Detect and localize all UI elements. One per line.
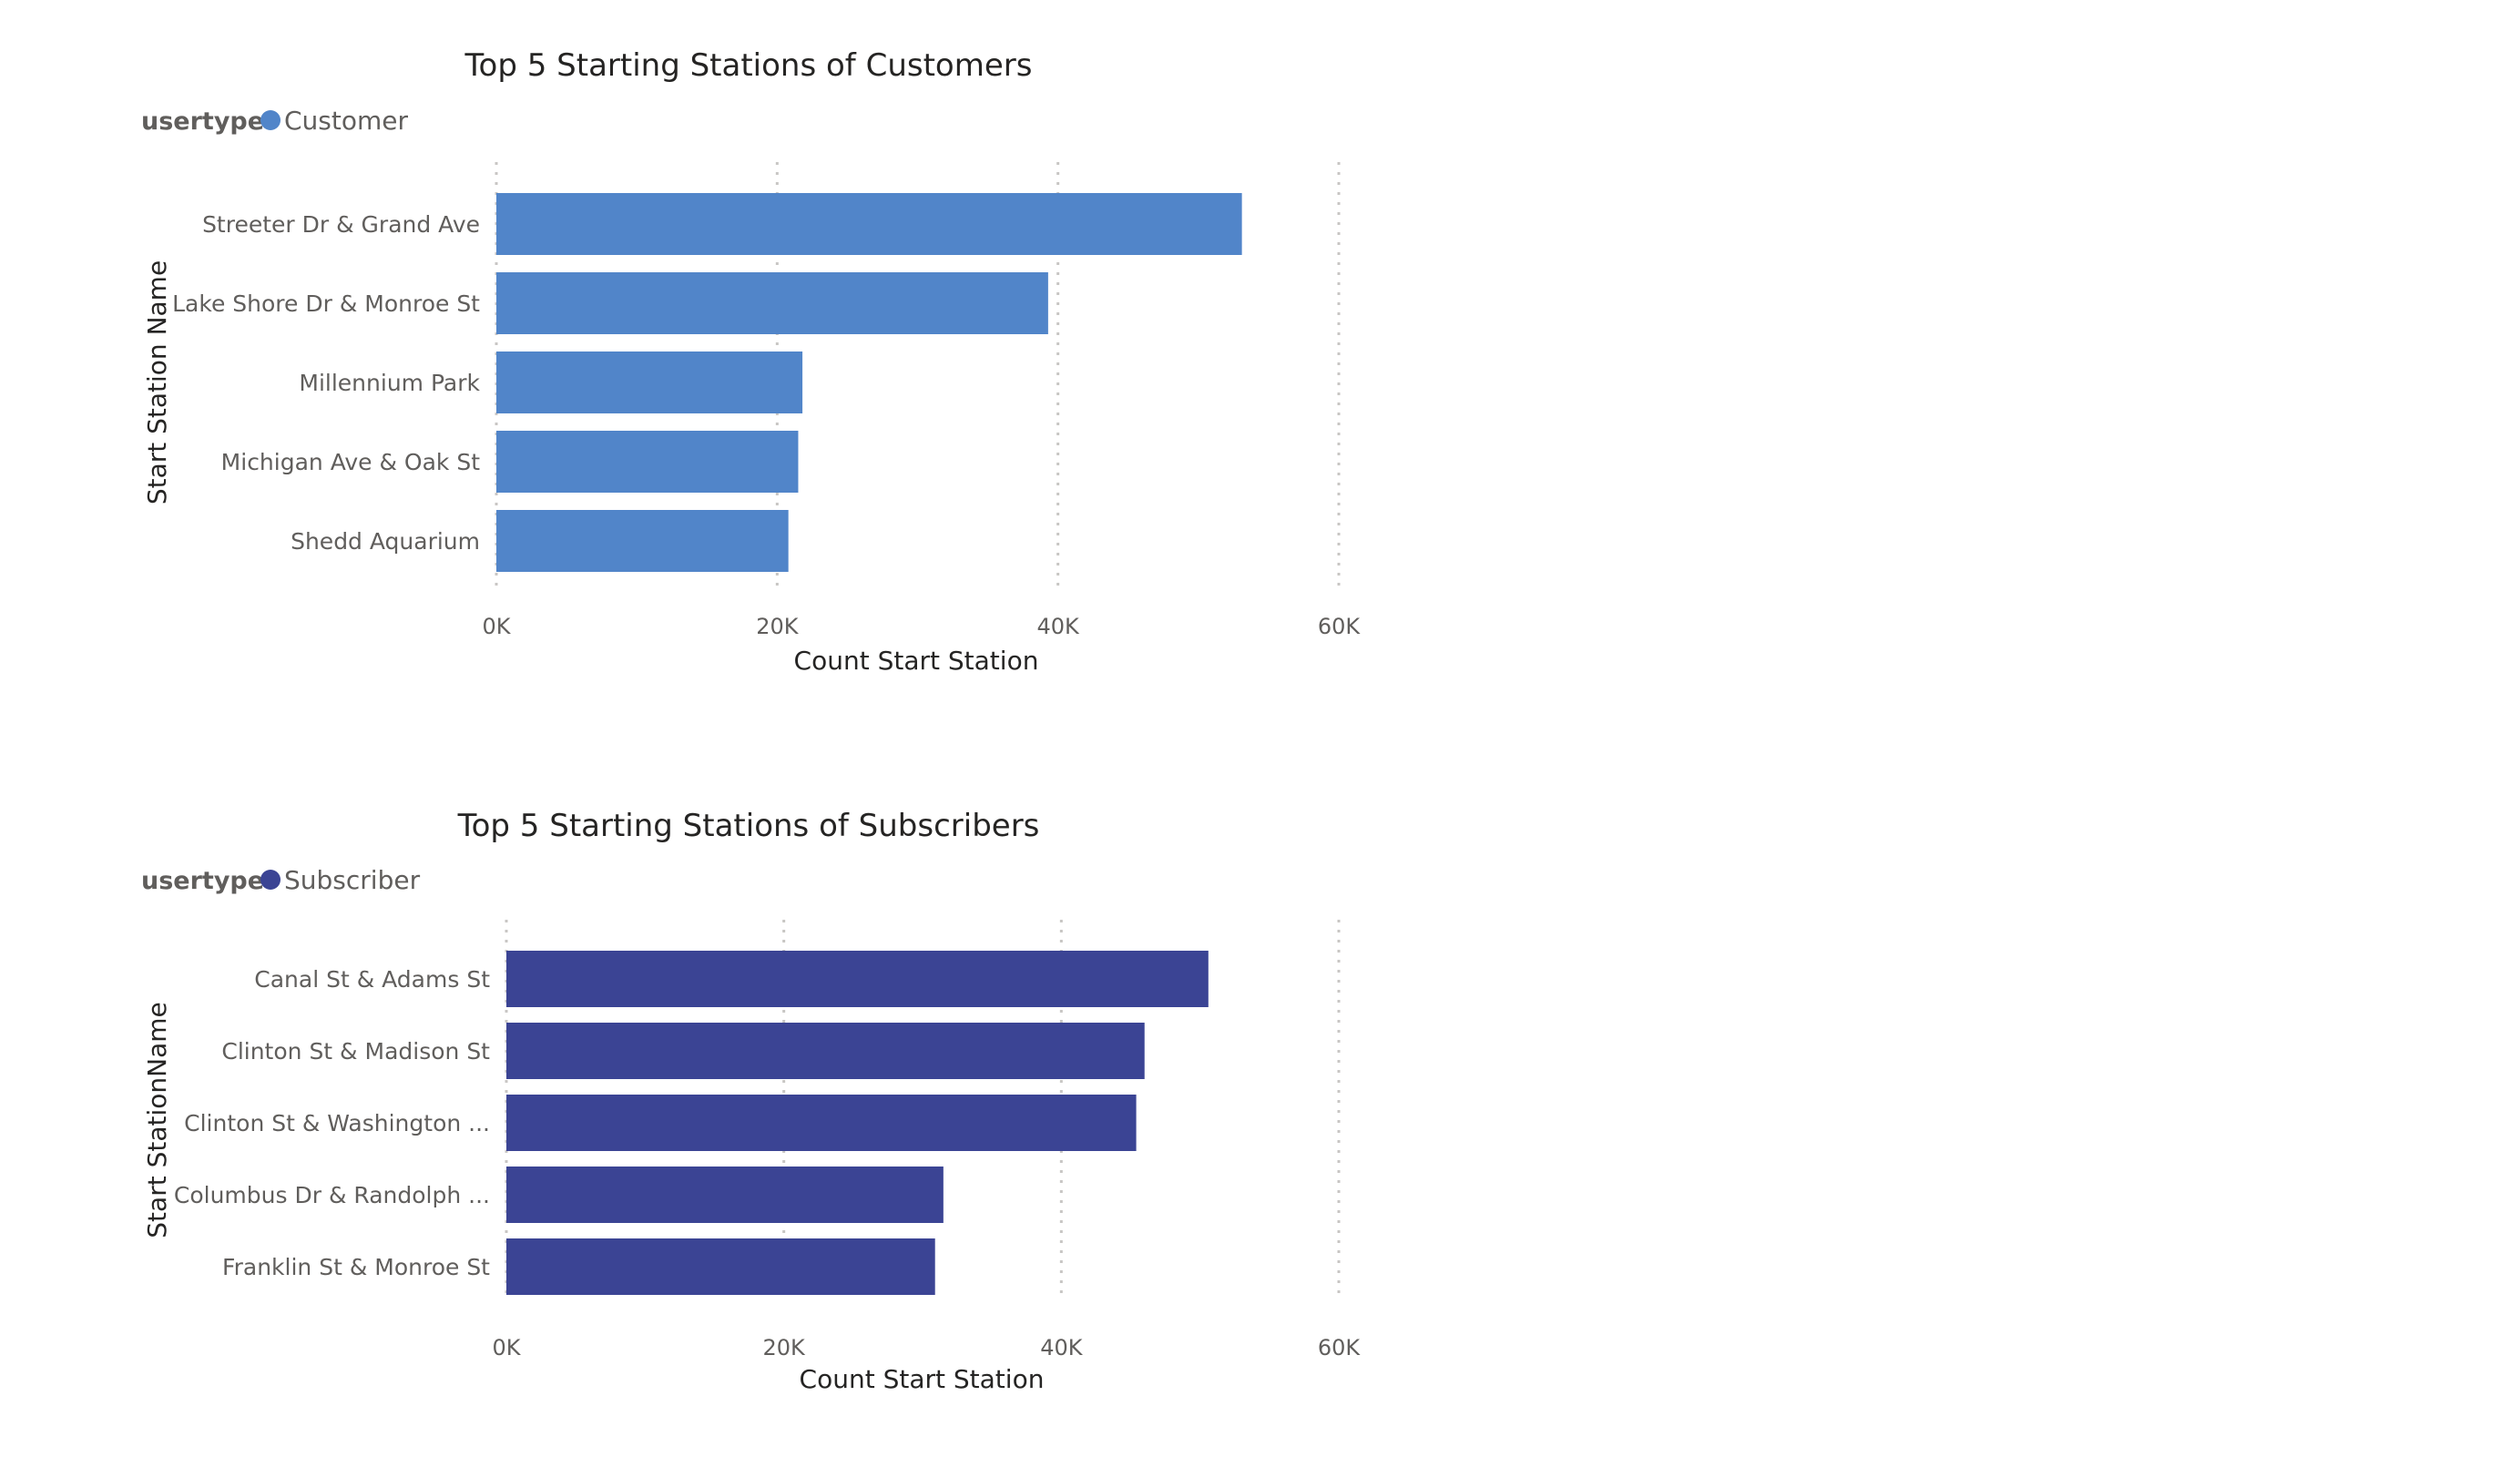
bar[interactable] <box>506 1238 935 1295</box>
x-tick-label: 60K <box>1318 614 1362 639</box>
bar[interactable] <box>496 510 789 572</box>
x-tick-label: 40K <box>1040 1335 1084 1360</box>
category-label: Lake Shore Dr & Monroe St <box>172 290 480 317</box>
legend-marker-subscriber <box>260 870 281 890</box>
x-tick-label: 0K <box>492 1335 521 1360</box>
bars <box>496 193 1242 572</box>
category-label: Clinton St & Washington ... <box>184 1110 490 1136</box>
legend-label[interactable]: Customer <box>284 106 408 136</box>
category-labels: Canal St & Adams St Clinton St & Madison … <box>174 966 490 1280</box>
category-label: Shedd Aquarium <box>291 528 480 555</box>
category-label: Franklin St & Monroe St <box>222 1254 490 1280</box>
tick-labels: 0K 20K 40K 60K <box>482 614 1361 639</box>
x-tick-label: 60K <box>1318 1335 1362 1360</box>
bar[interactable] <box>506 951 1209 1007</box>
customer-chart: Top 5 Starting Stations of Customers use… <box>141 47 1361 676</box>
x-axis-title: Count Start Station <box>800 1364 1045 1394</box>
bar[interactable] <box>496 352 803 413</box>
category-label: Columbus Dr & Randolph ... <box>174 1182 490 1208</box>
bar[interactable] <box>506 1167 944 1223</box>
category-label: Michigan Ave & Oak St <box>221 449 481 475</box>
chart-title: Top 5 Starting Stations of Customers <box>464 47 1033 84</box>
x-tick-label: 20K <box>756 614 800 639</box>
bar[interactable] <box>496 193 1242 255</box>
subscriber-chart: Top 5 Starting Stations of Subscribers u… <box>141 808 1361 1394</box>
category-labels: Streeter Dr & Grand Ave Lake Shore Dr & M… <box>172 211 480 555</box>
bar[interactable] <box>506 1095 1137 1151</box>
x-tick-label: 40K <box>1037 614 1081 639</box>
bar[interactable] <box>506 1023 1145 1079</box>
tick-labels: 0K 20K 40K 60K <box>492 1335 1361 1360</box>
x-axis-title: Count Start Station <box>794 646 1039 676</box>
x-tick-label: 20K <box>763 1335 807 1360</box>
legend-title: usertype <box>141 107 264 136</box>
category-label: Canal St & Adams St <box>254 966 490 993</box>
legend-label[interactable]: Subscriber <box>284 865 421 895</box>
category-label: Millennium Park <box>299 370 480 396</box>
bars <box>506 951 1209 1295</box>
bar[interactable] <box>496 272 1048 334</box>
y-axis-title: Start StationName <box>142 1002 172 1238</box>
x-tick-label: 0K <box>482 614 511 639</box>
legend-marker-customer <box>260 110 281 130</box>
chart-title: Top 5 Starting Stations of Subscribers <box>457 808 1040 844</box>
category-label: Streeter Dr & Grand Ave <box>202 211 480 238</box>
y-axis-title: Start Station Name <box>142 260 172 504</box>
category-label: Clinton St & Madison St <box>221 1038 490 1065</box>
legend-title: usertype <box>141 867 264 895</box>
bar[interactable] <box>496 431 799 493</box>
